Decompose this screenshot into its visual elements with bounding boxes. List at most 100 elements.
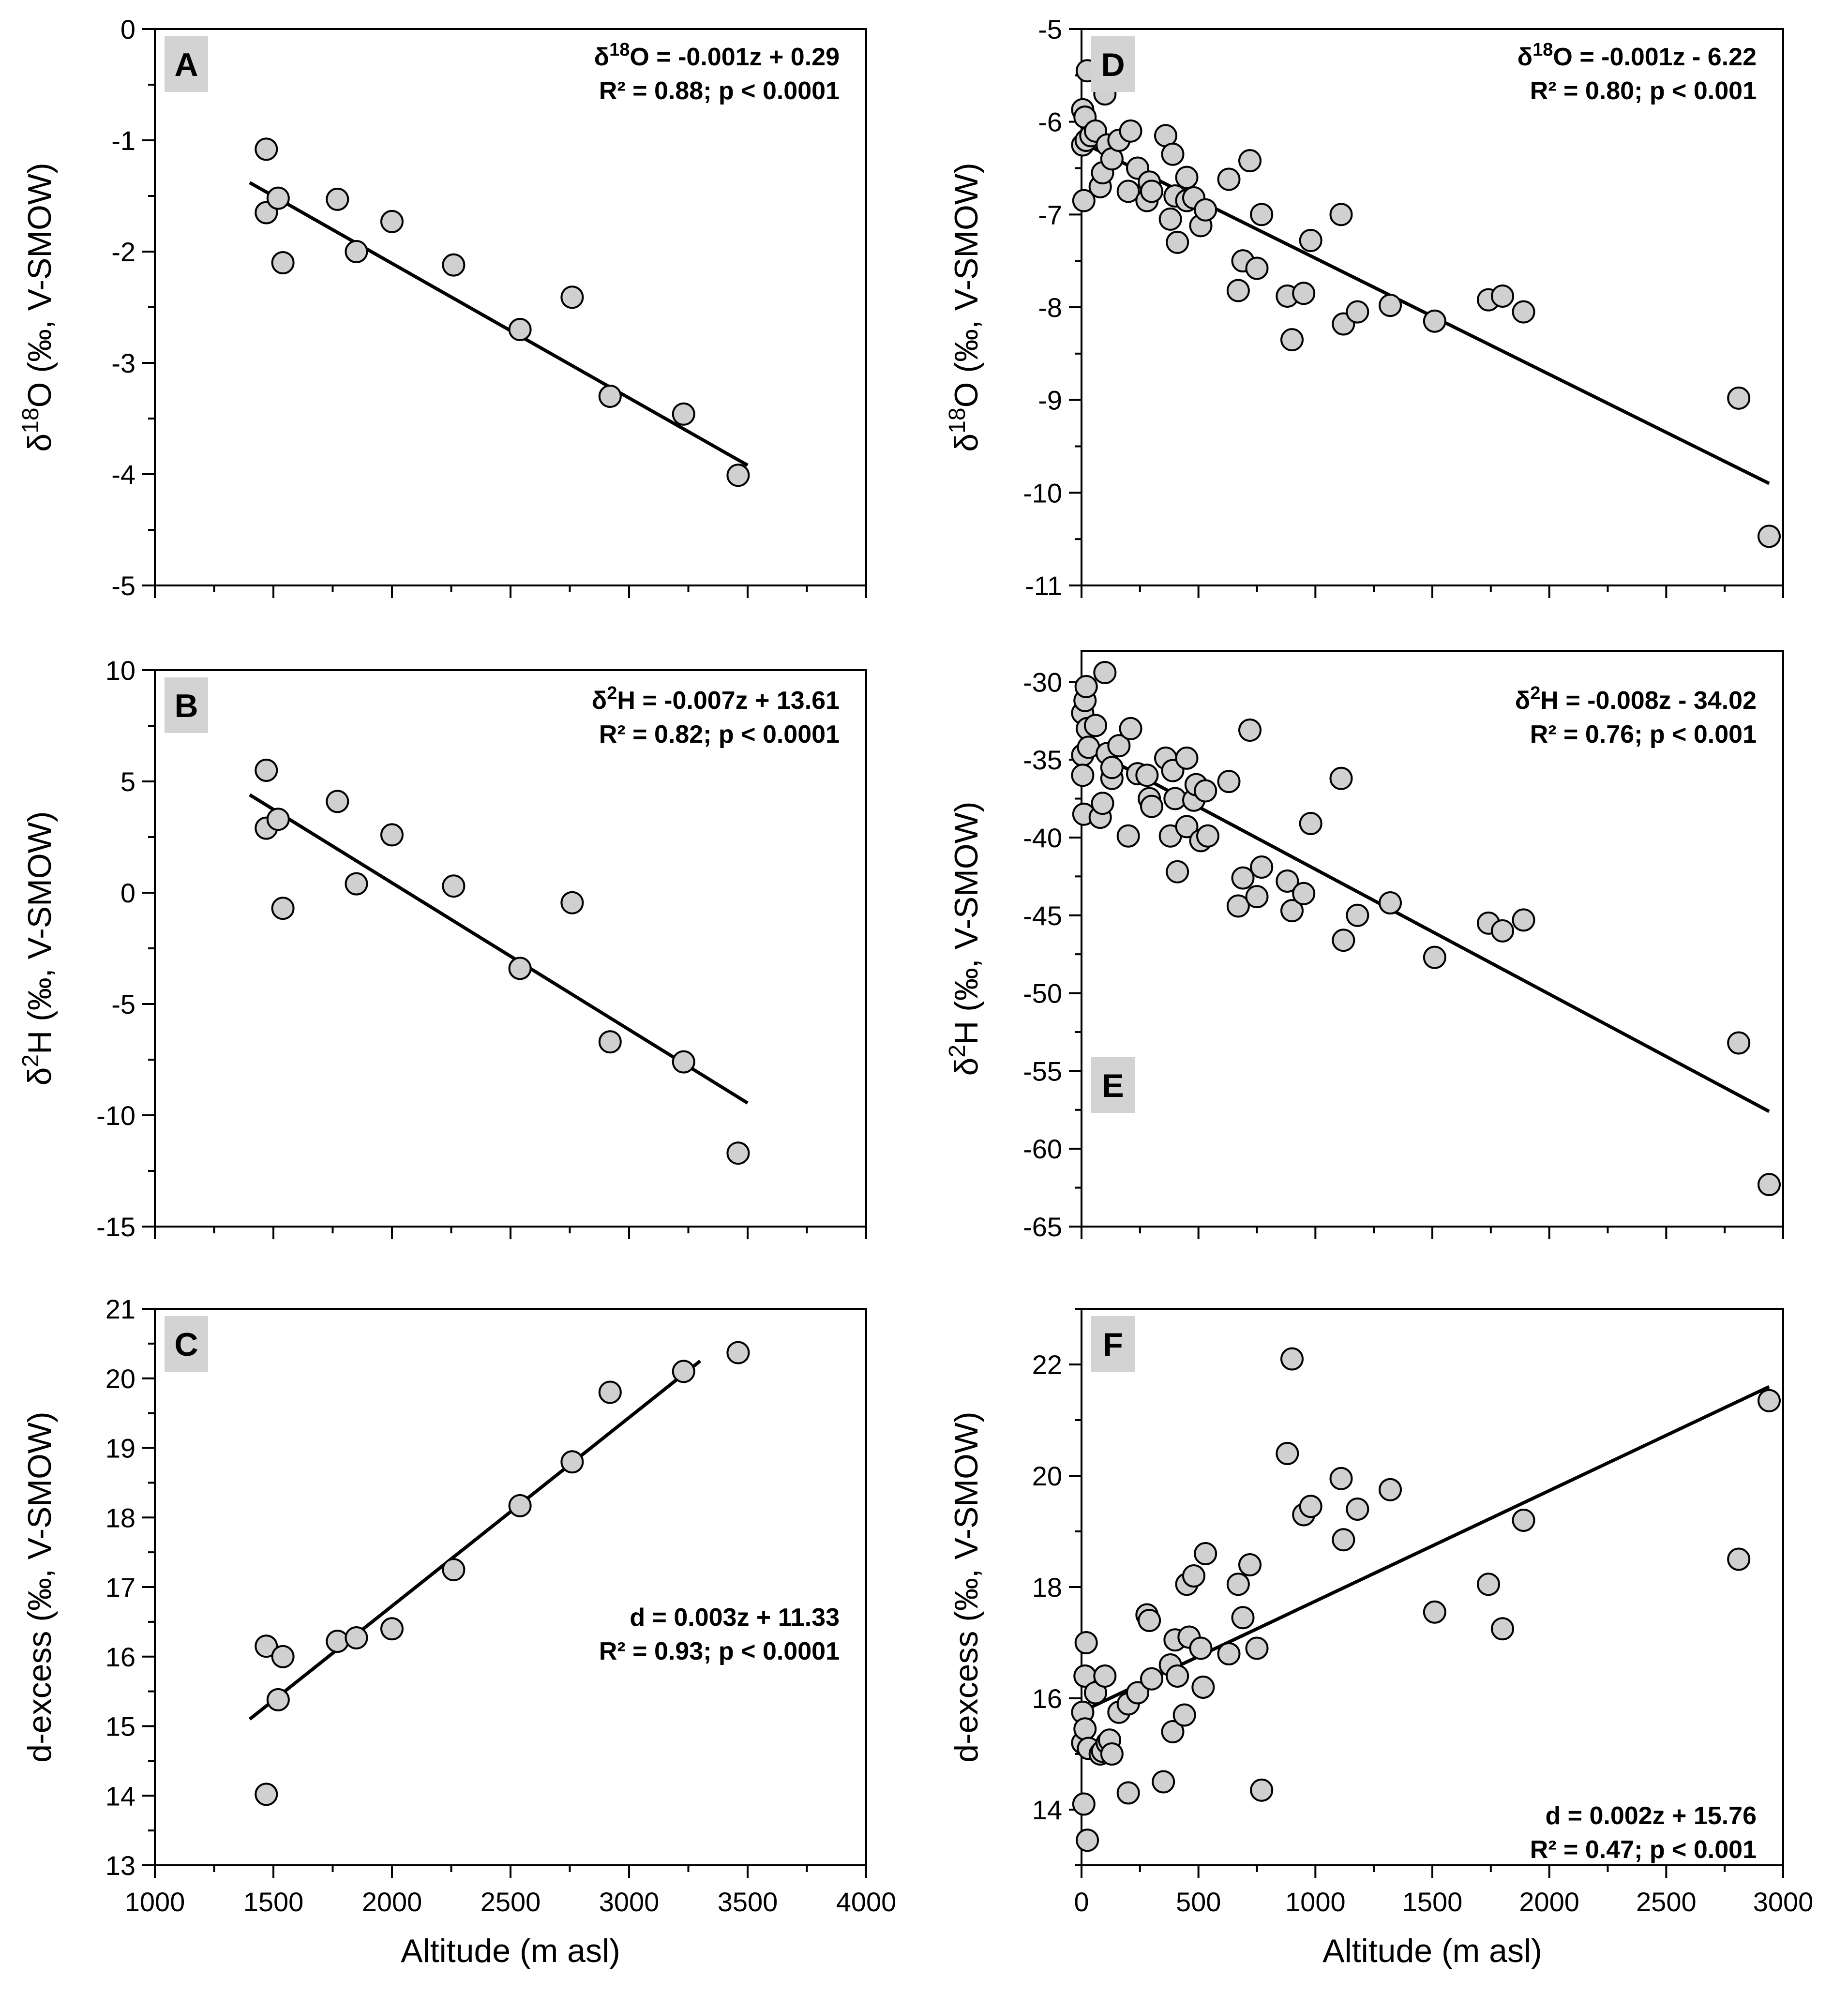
data-point (1491, 285, 1514, 308)
data-point (1196, 824, 1219, 848)
panel-letter-box (1091, 36, 1135, 92)
y-axis-title-rest: O (‰, V-SMOW) (21, 163, 58, 407)
data-point (1250, 1778, 1274, 1802)
y-axis-title-rest: H (‰, V-SMOW) (948, 802, 985, 1045)
data-point (345, 1626, 368, 1649)
equation-rest: H = -0.007z + 13.61 (617, 687, 840, 715)
data-point (1071, 764, 1095, 787)
data-point (1119, 119, 1142, 143)
panel-letter-box (165, 36, 208, 92)
data-point (508, 957, 532, 980)
y-tick-label: -55 (1023, 1056, 1062, 1086)
data-point (560, 1450, 584, 1474)
x-tick-label: 1000 (125, 1887, 185, 1917)
panel-f: 0 500 1000 1500 2000 2500 3000 Altitude (m asl)… (948, 1308, 1814, 1969)
data-point (1093, 661, 1117, 685)
data-point (1175, 746, 1199, 770)
panel-letter-box (1091, 1316, 1135, 1372)
data-point (1245, 256, 1269, 280)
plot-frame (154, 669, 867, 1228)
x-tick-label: 2500 (481, 1887, 541, 1917)
y-tick-label: 16 (1032, 1683, 1062, 1714)
y-tick-label: -10 (1023, 478, 1062, 508)
plot-frame (1081, 28, 1784, 586)
data-point (1140, 180, 1163, 203)
data-point (266, 808, 290, 831)
data-point (1194, 198, 1217, 222)
data-point (380, 823, 404, 847)
y-axis-title: δ18O (‰, V-SMOW) (945, 163, 985, 451)
plot-frame (154, 28, 867, 586)
data-point (1280, 328, 1304, 352)
data-point (1250, 855, 1274, 879)
x-tick-label: 3000 (1753, 1887, 1814, 1917)
data-point (1140, 794, 1163, 818)
data-point (1226, 1573, 1250, 1596)
x-tick-label: 3000 (599, 1887, 660, 1917)
equation-line-2: R² = 0.47; p < 0.001 (1530, 1836, 1757, 1864)
data-point (1292, 882, 1316, 905)
y-axis-title-superscript: 18 (18, 407, 44, 433)
data-point (442, 253, 466, 277)
y-tick-label: 5 (120, 766, 135, 797)
y-tick-label: -5 (111, 989, 135, 1019)
data-point (1073, 1717, 1097, 1741)
data-point (380, 210, 404, 233)
data-point (1072, 1792, 1096, 1816)
panel-letter: A (174, 46, 198, 83)
data-point (1074, 1631, 1098, 1654)
data-point (1346, 300, 1369, 324)
data-point (1217, 1642, 1241, 1665)
x-tick-label: 4000 (836, 1887, 897, 1917)
data-point (1477, 1573, 1500, 1596)
y-axis-title-superscript: 2 (18, 1054, 44, 1067)
y-tick-label: -2 (111, 237, 135, 267)
data-point (1491, 1617, 1514, 1641)
data-point (380, 1617, 404, 1641)
y-tick-label: 22 (1032, 1349, 1062, 1380)
data-point (1172, 1703, 1196, 1727)
data-point (442, 874, 466, 898)
data-point (1292, 282, 1316, 305)
data-point (1245, 885, 1269, 909)
data-point (1189, 1636, 1213, 1660)
y-axis-title-superscript: 2 (945, 1045, 970, 1058)
data-point (560, 285, 584, 309)
data-point (255, 137, 278, 161)
regression-line (249, 181, 749, 467)
y-tick-label: -45 (1023, 900, 1062, 931)
y-tick-label: -9 (1038, 385, 1062, 416)
data-point (1175, 815, 1199, 839)
data-point (271, 251, 295, 274)
data-point (726, 1141, 750, 1165)
x-tick-label: 3500 (718, 1887, 778, 1917)
data-point (1329, 1467, 1353, 1490)
data-point (255, 1634, 278, 1658)
data-point (1217, 167, 1241, 191)
data-point (1194, 779, 1217, 803)
equation-line-2: R² = 0.76; p < 0.001 (1530, 720, 1757, 749)
equation-line-1: δ18O = -0.001z + 0.29 (594, 40, 840, 71)
data-point (1238, 1553, 1262, 1576)
panel-letter: C (174, 1326, 198, 1363)
data-point (1423, 309, 1446, 333)
x-tick-label: 1500 (1402, 1887, 1463, 1917)
y-axis-title: δ2H (‰, V-SMOW) (18, 811, 58, 1086)
data-point (1217, 770, 1241, 794)
data-point (1175, 165, 1199, 189)
data-point (1423, 1600, 1446, 1624)
equation-prefix: δ (594, 43, 610, 71)
data-point (1076, 1828, 1099, 1852)
y-tick-label: 16 (105, 1642, 135, 1672)
plot-frame (154, 1308, 867, 1866)
data-point (1379, 1478, 1402, 1501)
y-tick-label: 13 (105, 1850, 135, 1881)
data-point (1166, 230, 1189, 254)
equation-superscript: 18 (1532, 40, 1553, 60)
data-point (442, 1558, 466, 1582)
data-point (672, 1050, 695, 1074)
data-point (345, 872, 368, 896)
data-point (598, 1380, 622, 1404)
data-point (266, 186, 290, 210)
